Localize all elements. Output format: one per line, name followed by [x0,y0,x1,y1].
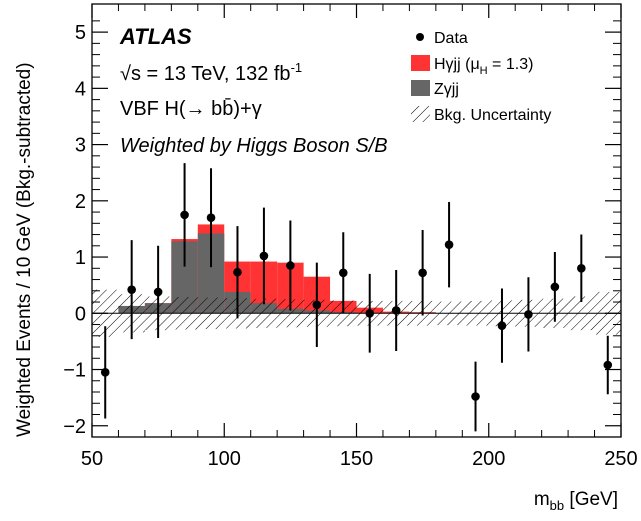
y-tick-label: −1 [63,360,86,382]
y-tick-label: 4 [75,78,86,100]
data-point [603,360,613,370]
legend: Data Hγjj (μH = 1.3) Zγjj Bkg. Uncertain… [411,30,551,124]
data-point [312,300,322,310]
legend-data-label: Data [434,30,468,47]
legend-signal-label: Hγjj (μH = 1.3) [434,56,533,77]
atlas-label: ATLAS [119,24,192,49]
legend-signal-swatch [411,55,430,71]
data-point [444,240,454,249]
axis-ticks [91,4,622,437]
x-tick-label: 200 [472,448,505,470]
data-point [153,287,163,297]
data-point [127,285,136,294]
legend-unc-swatch [411,106,430,122]
y-tick-label: 3 [75,135,86,157]
data-points [100,163,613,432]
y-tick-label: −2 [63,416,86,438]
data-point [233,267,242,277]
x-tick-label: 50 [81,448,103,470]
y-tick-label: 1 [75,247,86,269]
legend-data-marker [416,33,424,41]
legend-bkg-label: Zγjj [434,81,459,98]
data-point [338,268,348,278]
x-tick-label: 150 [340,448,373,470]
data-point [286,261,295,270]
tick-labels: 50 100 150 200 250 −2 −1 0 1 2 3 4 5 [63,22,638,470]
y-tick-label: 0 [75,303,86,325]
data-point [471,392,480,401]
x-axis-title: mbb [GeV] [534,489,618,513]
data-point [259,251,269,261]
weighting-label: Weighted by Higgs Boson S/B [120,135,388,157]
data-point [100,368,110,377]
energy-label: √s = 13 TeV, 132 fb-1 [120,60,302,85]
data-point [577,263,586,273]
legend-unc-label: Bkg. Uncertainty [434,107,551,124]
legend-bkg-swatch [411,80,430,96]
data-point [391,306,401,315]
x-tick-label: 100 [208,448,241,470]
data-point [550,282,560,292]
y-tick-label: 2 [75,191,86,213]
process-label: VBF H(→ bb̄)+γ [120,97,262,120]
data-point [365,308,375,318]
y-axis-title: Weighted Events / 10 GeV (Bkg.-subtracte… [14,62,35,437]
data-point [206,213,216,222]
y-tick-label: 5 [75,22,86,44]
data-point [497,321,507,330]
data-point [418,268,427,278]
x-tick-label: 250 [604,448,637,470]
data-point [180,210,189,220]
data-point [524,310,533,319]
